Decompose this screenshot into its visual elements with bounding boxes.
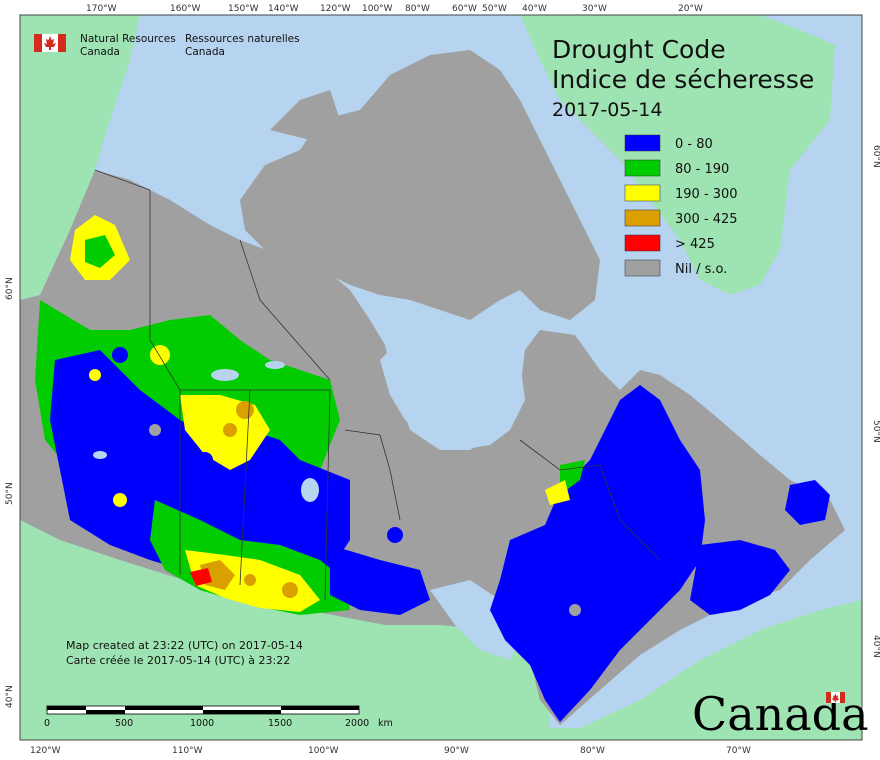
eastern-drought-zones [330,385,830,722]
tick-label: 50°W [482,4,507,14]
graticule-bottom: 120°W 110°W 100°W 90°W 80°W 70°W [30,746,751,756]
tick-label: 60°N [5,277,15,300]
graticule-top: 170°W 160°W 150°W 140°W 120°W 100°W 80°W… [86,4,703,14]
tick-label: 80°W [580,746,605,756]
map-title-fr: Indice de sécheresse [552,65,814,94]
scale-unit: km [378,718,393,729]
tick-label: 110°W [172,746,203,756]
org-name-en: Natural Resources [80,33,176,45]
tick-label: 40°N [871,635,880,658]
arctic-island-north [270,90,340,140]
scale-bar: 0 500 1000 1500 2000 km [44,705,393,729]
tick-label: 140°W [268,4,299,14]
legend-swatch [624,184,661,202]
tick-label: 60°W [452,4,477,14]
scale-label: 0 [44,718,50,729]
legend-swatch [624,259,661,277]
tick-label: 60°N [871,145,880,168]
tick-label: 160°W [170,4,201,14]
maple-leaf-icon [832,693,839,702]
tick-label: 30°W [582,4,607,14]
tick-label: 150°W [228,4,259,14]
tick-label: 100°W [362,4,393,14]
tick-label: 120°W [320,4,351,14]
org-name-fr: Ressources naturelles [185,33,300,45]
western-drought-zones [35,215,350,615]
org-name-fr: Canada [185,46,225,58]
scale-label: 2000 [345,718,369,729]
legend-swatch [624,134,661,152]
canada-wordmark: Canada [692,687,869,741]
tick-label: 170°W [86,4,117,14]
tick-label: 40°W [522,4,547,14]
usa-land [20,520,862,740]
boundaries [94,169,661,601]
tick-label: 70°W [726,746,751,756]
legend-label: > 425 [675,237,715,252]
tick-label: 100°W [308,746,339,756]
tick-label: 80°W [405,4,430,14]
legend-label: 0 - 80 [675,137,713,152]
created-note-fr: Carte créée le 2017-05-14 (UTC) à 23:22 [66,654,290,667]
legend-swatch [624,234,661,252]
tick-label: 90°W [444,746,469,756]
tick-label: 120°W [30,746,61,756]
legend-label: Nil / s.o. [675,262,727,277]
tick-label: 50°N [871,420,880,443]
lakes [93,361,319,502]
map-title: Drought Code [552,35,726,64]
alaska-land [20,15,140,300]
tick-label: 50°N [5,482,15,505]
greenland-land [520,15,835,295]
map-date: 2017-05-14 [552,99,662,121]
legend-swatch [624,209,661,227]
created-note-en: Map created at 23:22 (UTC) on 2017-05-14 [66,639,303,652]
legend-label: 80 - 190 [675,162,729,177]
legend-label: 190 - 300 [675,187,738,202]
maple-leaf-icon [44,36,56,50]
tick-label: 40°N [5,685,15,708]
tick-label: 20°W [678,4,703,14]
flag-right-bar [58,34,66,52]
graticule-right: 60°N 50°N 40°N [871,145,880,658]
scale-label: 1000 [190,718,214,729]
hudson-bay [380,330,525,450]
legend: 0 - 80 80 - 190 190 - 300 300 - 425 > 42… [624,134,738,277]
legend-label: 300 - 425 [675,212,738,227]
nrcan-signature: Natural Resources Canada Ressources natu… [34,33,300,58]
legend-swatch [624,159,661,177]
org-name-en: Canada [80,46,120,58]
scale-label: 500 [115,718,133,729]
scale-label: 1500 [268,718,292,729]
flag-left-bar [34,34,42,52]
graticule-left: 60°N 50°N 40°N [5,277,15,708]
